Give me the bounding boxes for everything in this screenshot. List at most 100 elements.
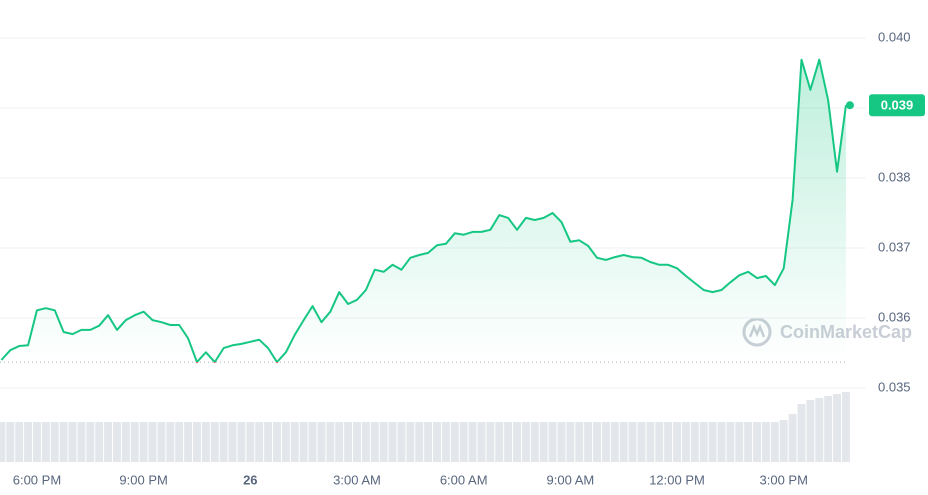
y-tick-label: 0.038	[878, 169, 911, 184]
volume-bar	[779, 420, 788, 462]
x-tick-label: 6:00 PM	[13, 472, 61, 487]
volume-bar	[575, 422, 584, 462]
volume-bar	[281, 422, 290, 462]
volume-bar	[379, 422, 388, 462]
volume-bar	[175, 422, 184, 462]
y-tick-label: 0.036	[878, 309, 911, 324]
volume-bar	[441, 422, 450, 462]
volume-bar	[86, 422, 95, 462]
volume-bar	[0, 422, 6, 462]
volume-bar	[770, 422, 779, 462]
volume-bar	[210, 422, 219, 462]
volume-bar	[299, 422, 308, 462]
volume-bar	[24, 422, 33, 462]
volume-bar	[521, 422, 530, 462]
x-tick-label: 6:00 AM	[440, 472, 488, 487]
volume-bar	[6, 422, 15, 462]
volume-bar	[513, 422, 521, 462]
volume-bar	[468, 422, 477, 462]
volume-bar	[504, 422, 513, 462]
volume-bar	[459, 422, 468, 462]
volume-bar	[566, 422, 575, 462]
volume-bar	[646, 422, 655, 462]
volume-bar	[148, 422, 157, 462]
volume-bar	[664, 422, 673, 462]
last-point	[845, 101, 854, 110]
volume-bar	[797, 404, 806, 462]
volume-bar	[477, 422, 486, 462]
volume-bar	[744, 422, 753, 462]
volume-bar	[486, 422, 495, 462]
volume-bar	[397, 422, 406, 462]
volume-bar	[255, 422, 264, 462]
y-tick-label: 0.040	[878, 29, 911, 44]
volume-bar	[450, 422, 459, 462]
volume-bar	[95, 422, 104, 462]
volume-bar	[406, 422, 415, 462]
price-line	[0, 58, 847, 363]
volume-bar	[193, 422, 201, 462]
volume-bar	[290, 422, 299, 462]
volume-bar	[130, 422, 139, 462]
price-badge-label: 0.039	[881, 98, 914, 113]
price-badge	[869, 94, 925, 117]
volume-bar	[788, 414, 797, 462]
volume-bar	[353, 422, 361, 462]
volume-bar	[15, 422, 24, 462]
volume-bar	[584, 422, 593, 462]
volume-bar	[264, 422, 273, 462]
volume-bar	[335, 422, 344, 462]
volume-bar	[690, 422, 699, 462]
volume-bar	[681, 422, 690, 462]
volume-bar	[539, 422, 548, 462]
volume-bar	[717, 422, 726, 462]
volume-bar	[139, 422, 148, 462]
volume-bar	[388, 422, 397, 462]
volume-bar	[166, 422, 175, 462]
volume-bar	[184, 422, 193, 462]
volume-bar	[424, 422, 433, 462]
volume-bar	[753, 422, 761, 462]
volume-bar	[673, 422, 681, 462]
volume-bar	[68, 422, 77, 462]
volume-bar	[548, 422, 557, 462]
volume-bar	[815, 398, 824, 462]
volume-bar	[735, 422, 744, 462]
volume-bar	[628, 422, 637, 462]
volume-bar	[761, 422, 770, 462]
volume-bar	[495, 422, 504, 462]
volume-bar	[530, 422, 539, 462]
volume-bar	[842, 392, 850, 462]
volume-bar	[201, 422, 210, 462]
x-tick-label: 9:00 PM	[119, 472, 167, 487]
volume-bar	[344, 422, 353, 462]
volume-bar	[361, 422, 370, 462]
x-tick-label: 12:00 PM	[649, 472, 705, 487]
x-tick-label: 9:00 AM	[547, 472, 595, 487]
volume-bar	[41, 422, 50, 462]
volume-bar	[806, 400, 815, 462]
y-tick-label: 0.037	[878, 239, 911, 254]
x-tick-label: 3:00 PM	[760, 472, 808, 487]
volume-bar	[593, 422, 601, 462]
volume-bar	[237, 422, 246, 462]
area	[1, 59, 846, 363]
volume-bar	[619, 422, 628, 462]
volume-bar	[228, 422, 237, 462]
volume-bar	[637, 422, 646, 462]
volume-bar	[59, 422, 68, 462]
volume-bar	[33, 422, 41, 462]
volume-bar	[219, 422, 228, 462]
volume-bar	[610, 422, 619, 462]
y-tick-label: 0.035	[878, 379, 911, 394]
volume-bar	[113, 422, 121, 462]
volume-bar	[824, 396, 833, 462]
volume-bar	[121, 422, 130, 462]
volume-bar	[370, 422, 379, 462]
volume-bar	[308, 422, 317, 462]
volume-bar	[655, 422, 664, 462]
volume-bar	[50, 422, 59, 462]
x-tick-label: 26	[243, 472, 257, 487]
